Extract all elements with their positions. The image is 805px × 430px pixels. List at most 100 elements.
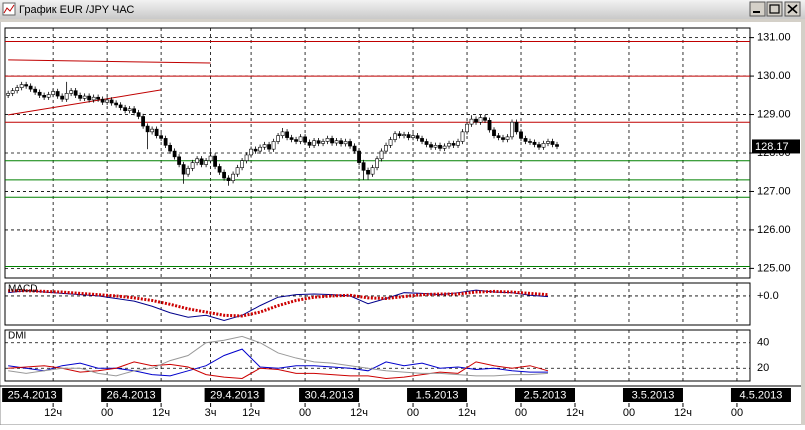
candle-body — [348, 141, 352, 147]
candle-body — [159, 135, 164, 139]
date-label: 30.4.2013 — [305, 389, 354, 401]
candle-body — [361, 162, 366, 171]
candle-body — [235, 167, 240, 175]
candle-body — [262, 144, 267, 148]
candle-body — [316, 140, 321, 144]
panel-frame — [4, 282, 751, 326]
date-label: 29.4.2013 — [210, 389, 259, 401]
x-tick-label: 00 — [623, 407, 635, 419]
candle-body — [447, 143, 451, 147]
candle-body — [528, 141, 532, 143]
y-tick-label: 125.00 — [757, 262, 791, 274]
candle-body — [78, 95, 83, 99]
candle-body — [469, 118, 474, 125]
candle-body — [186, 168, 191, 175]
candle-body — [280, 131, 285, 136]
app-icon — [2, 2, 16, 16]
candle-body — [334, 140, 339, 144]
candle-body — [37, 91, 42, 96]
candle-body — [244, 154, 249, 161]
x-tick-label: 12ч — [242, 407, 260, 419]
candle-body — [46, 94, 51, 98]
candle-body — [402, 134, 406, 136]
candle-body — [123, 107, 128, 111]
x-tick-label: 12ч — [458, 407, 476, 419]
y-tick-label: 40 — [757, 337, 769, 349]
minimize-button[interactable] — [749, 1, 766, 17]
indicator-line — [8, 289, 549, 318]
x-tick-label: 12ч — [44, 407, 62, 419]
candle-body — [60, 95, 65, 100]
candle-body — [523, 138, 528, 142]
candle-body — [91, 96, 96, 101]
candle-body — [541, 143, 546, 148]
candle-body — [105, 99, 110, 103]
candle-body — [51, 91, 56, 95]
candle-body — [114, 102, 119, 106]
candle-body — [195, 158, 199, 163]
maximize-button[interactable] — [766, 1, 783, 17]
candle-body — [366, 170, 370, 175]
x-tick-label: 00 — [731, 407, 743, 419]
candle-body — [537, 144, 541, 148]
candle-body — [474, 118, 478, 123]
candle-body — [397, 133, 402, 136]
candle-body — [370, 167, 375, 175]
candle-body — [555, 144, 559, 147]
candle-body — [429, 144, 433, 148]
candle-body — [456, 141, 460, 146]
candle-body — [451, 143, 456, 146]
candle-body — [267, 144, 271, 150]
candle-body — [465, 123, 469, 133]
window-title: График EUR /JPY ЧАС — [19, 4, 134, 16]
x-tick-label: 12ч — [350, 407, 368, 419]
candle-body — [357, 150, 361, 163]
candle-body — [289, 137, 294, 140]
date-label-box — [299, 388, 360, 402]
candle-body — [19, 84, 24, 88]
candle-body — [294, 139, 298, 142]
candle-body — [55, 91, 60, 97]
candle-body — [388, 139, 393, 146]
panel-frame — [4, 329, 751, 382]
candle-body — [172, 150, 177, 158]
candle-body — [375, 158, 379, 168]
candle-body — [69, 90, 74, 94]
last-price-box — [752, 139, 800, 154]
x-tick-label: 00 — [407, 407, 419, 419]
date-label: 3.5.2013 — [632, 389, 675, 401]
close-button[interactable] — [784, 1, 801, 17]
candle-body — [154, 128, 159, 136]
candle-body — [546, 141, 550, 144]
candle-body — [325, 138, 330, 142]
candle-body — [478, 117, 483, 123]
candle-body — [145, 125, 150, 133]
y-tick-label: 127.00 — [757, 185, 791, 197]
y-tick-label: 20 — [757, 362, 769, 374]
date-label-box — [407, 388, 468, 402]
candle-body — [213, 155, 217, 167]
candle-body — [190, 162, 195, 169]
candle-body — [136, 112, 141, 117]
candle-body — [312, 140, 316, 146]
candle-body — [379, 150, 384, 160]
candle-body — [177, 156, 182, 165]
candle-body — [411, 135, 415, 138]
candle-body — [442, 145, 447, 149]
candle-body — [10, 90, 15, 94]
candle-body — [132, 108, 137, 113]
last-price-label: 128.17 — [755, 141, 789, 153]
candle-body — [492, 129, 496, 136]
candle-body — [87, 95, 92, 101]
candle-body — [276, 135, 280, 142]
candle-body — [199, 158, 204, 165]
candle-body — [433, 145, 438, 148]
candle-body — [424, 141, 429, 145]
candle-body — [532, 141, 537, 145]
date-label-box — [622, 388, 683, 402]
candle-body — [298, 136, 303, 142]
candle-body — [330, 138, 334, 144]
candle-body — [163, 138, 168, 146]
date-label-box — [204, 388, 265, 402]
